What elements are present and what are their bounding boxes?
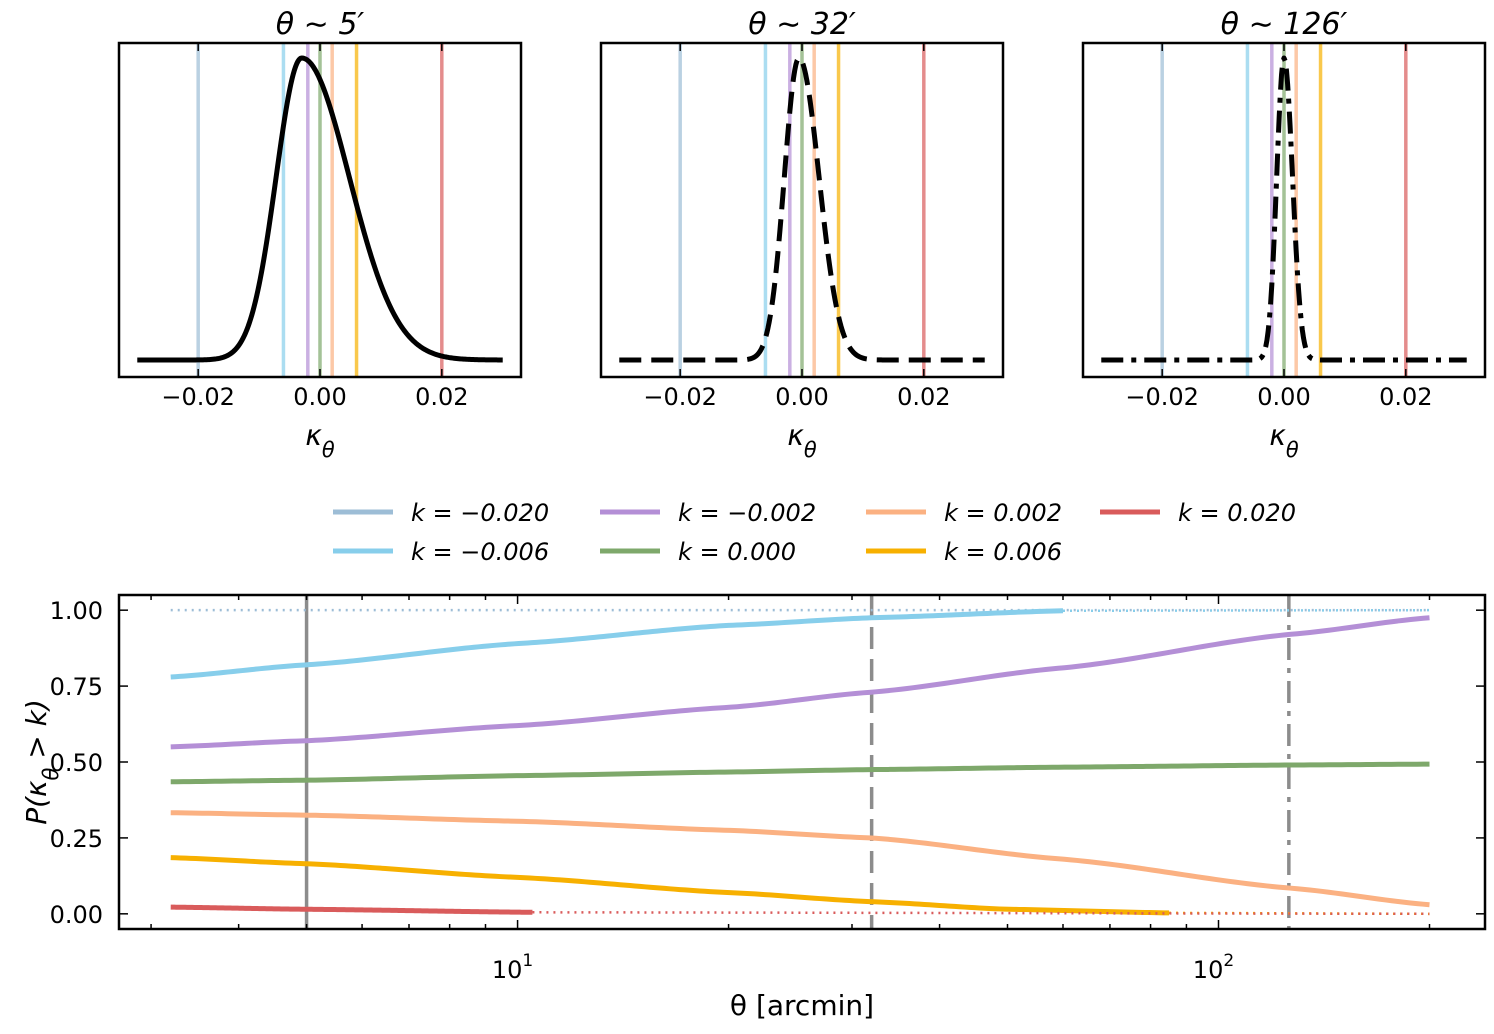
- panel-frame: [117, 593, 1487, 931]
- probability-panel: 0.00 0.25 0.50 0.75 1.00 101 102 θ [arcmin]: [50, 593, 1487, 1022]
- pdf-curve: [617, 55, 987, 363]
- series-line-dotted: [1063, 608, 1430, 613]
- panel-title: θ ∼ 5′: [276, 7, 365, 42]
- panel-title: θ ∼ 32′: [748, 7, 856, 42]
- pdf-curve: [1099, 55, 1469, 363]
- x-tick-label: 0.00: [775, 383, 828, 411]
- x-axis-label: κθ: [305, 419, 335, 462]
- x-axis-label: θ [arcmin]: [730, 989, 874, 1022]
- series-line-dotted: [1169, 911, 1430, 916]
- pdf-panel-2: −0.02 0.00 0.02 θ ∼ 32′: [599, 7, 1005, 411]
- panel-title: θ ∼ 126′: [1221, 7, 1348, 42]
- x-tick-label: 0.02: [897, 383, 950, 411]
- series-line-solid: [170, 855, 1170, 916]
- y-tick-label: 0.50: [50, 749, 103, 777]
- y-tick-label: 0.25: [50, 825, 103, 853]
- legend-label: k = −0.006: [411, 538, 549, 566]
- x-axis-label: κθ: [1269, 419, 1299, 462]
- x-tick-label: −0.02: [1125, 383, 1199, 411]
- y-tick-label: 0.75: [50, 673, 103, 701]
- x-tick-label: 0.02: [1379, 383, 1432, 411]
- series-line-solid: [170, 608, 1064, 680]
- x-tick-label: 0.02: [415, 383, 468, 411]
- series-line-solid: [170, 615, 1430, 750]
- x-tick-label: −0.02: [643, 383, 717, 411]
- y-tick-label: 0.00: [50, 901, 103, 929]
- x-tick-label: −0.02: [161, 383, 235, 411]
- series-line-dotted: [532, 911, 1430, 916]
- y-axis-label: P(κθ > k): [20, 699, 63, 825]
- legend-label: k = 0.020: [1178, 499, 1296, 527]
- series-line-solid: [170, 761, 1430, 785]
- x-tick-label: 101: [492, 951, 533, 984]
- x-tick-label: 0.00: [293, 383, 346, 411]
- series-line-solid: [170, 904, 533, 915]
- pdf-panel-3: −0.02 0.00 0.02 θ ∼ 126′: [1081, 7, 1487, 411]
- legend-label: k = −0.020: [411, 499, 549, 527]
- legend-label: k = −0.002: [678, 499, 816, 527]
- legend-label: k = 0.002: [944, 499, 1062, 527]
- legend: k = −0.020 k = −0.006 k = −0.002 k = 0.000 k…: [333, 499, 1296, 566]
- x-tick-label: 0.00: [1257, 383, 1310, 411]
- x-axis-label: κθ: [787, 419, 817, 462]
- legend-label: k = 0.000: [678, 538, 796, 566]
- x-tick-label: 102: [1193, 951, 1234, 984]
- series-line-solid: [170, 810, 1430, 908]
- y-tick-label: 1.00: [50, 597, 103, 625]
- pdf-curve: [135, 55, 505, 363]
- pdf-panel-1: −0.02 0.00 0.02 θ ∼ 5′: [117, 7, 523, 411]
- legend-label: k = 0.006: [944, 538, 1062, 566]
